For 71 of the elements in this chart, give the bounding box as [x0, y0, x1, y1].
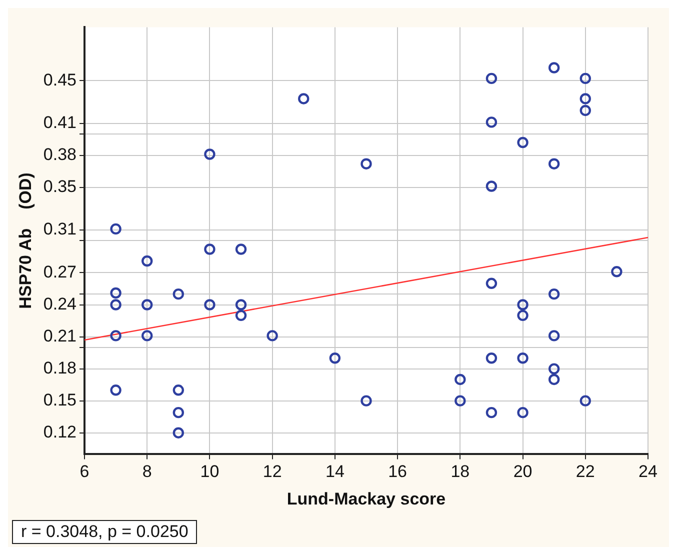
point: [172, 384, 184, 396]
point: [204, 299, 216, 310]
point: [266, 330, 278, 342]
x-tick-label: 12: [262, 462, 282, 482]
point: [110, 299, 122, 310]
point: [486, 352, 498, 364]
point: [172, 288, 184, 300]
text: r = 0.3048, p = 0.0250: [12, 520, 198, 544]
y-tick-label: 0.12: [43, 422, 76, 442]
x-tick-label: 6: [80, 462, 90, 482]
x-tick-label: 10: [200, 462, 220, 482]
point: [329, 352, 341, 364]
x-axis-title: Lund-Mackay score: [286, 489, 446, 508]
point: [517, 406, 528, 418]
y-tick-label: 0.27: [43, 262, 76, 282]
point: [486, 278, 498, 289]
point: [486, 406, 498, 418]
point: [454, 374, 466, 386]
point: [360, 158, 372, 170]
x-tick-label: 22: [576, 462, 595, 482]
point: [235, 299, 247, 310]
point: [235, 244, 247, 255]
point: [172, 406, 184, 418]
point: [548, 374, 560, 386]
point: [110, 384, 122, 396]
point: [204, 244, 216, 255]
point: [580, 93, 591, 104]
point: [517, 310, 528, 322]
point: [235, 310, 247, 322]
point: [110, 287, 122, 299]
point: [580, 395, 591, 406]
point: [548, 288, 560, 300]
point: [548, 158, 560, 170]
y-tick-label: 0.31: [43, 220, 76, 239]
point: [517, 352, 528, 364]
point: [548, 62, 560, 74]
point: [110, 330, 122, 342]
point: [517, 136, 528, 148]
point: [142, 255, 153, 267]
x-tick-label: 18: [450, 462, 470, 482]
point: [486, 116, 498, 128]
y-tick-label: 0.38: [43, 144, 76, 164]
point: [548, 363, 560, 374]
y-tick-label: 0.21: [43, 326, 76, 346]
point: [517, 299, 528, 310]
point: [486, 72, 498, 84]
point: [204, 148, 216, 160]
point: [580, 104, 591, 116]
point: [486, 180, 498, 192]
point: [142, 330, 153, 342]
y-tick-label: 0.35: [43, 177, 76, 196]
point: [172, 427, 184, 438]
point: [142, 299, 153, 310]
point: [611, 266, 622, 278]
point: [580, 72, 591, 84]
y-tick-label: 0.15: [43, 390, 76, 410]
y-tick-label: 0.45: [43, 70, 76, 90]
x-tick-label: 8: [142, 462, 152, 482]
y-tick-label: 0.24: [43, 294, 76, 314]
x-tick-label: 14: [325, 462, 344, 482]
x-tick-label: 24: [638, 462, 658, 482]
x-tick-label: 20: [513, 462, 532, 482]
point: [298, 93, 310, 104]
y-axis-title: HSP70 Ab (OD): [16, 172, 35, 309]
x-tick-label: 16: [388, 462, 408, 482]
point: [548, 330, 560, 342]
y-tick-label: 0.18: [43, 358, 76, 378]
point: [360, 395, 372, 406]
y-tick-label: 0.41: [43, 112, 76, 132]
point: [110, 223, 122, 235]
point: [454, 395, 466, 406]
